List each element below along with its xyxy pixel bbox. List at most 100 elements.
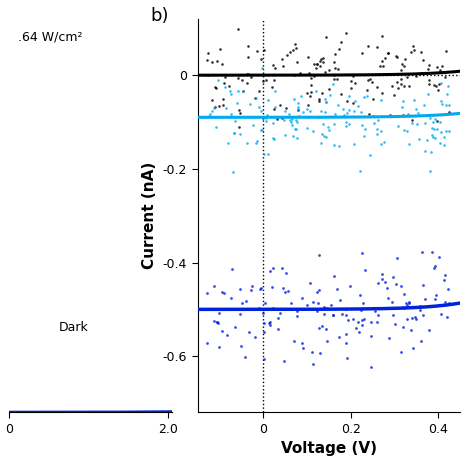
Point <box>319 58 327 65</box>
Point <box>280 62 287 70</box>
Point <box>274 325 282 332</box>
Point <box>270 62 277 69</box>
Point <box>444 91 451 98</box>
Point <box>287 118 294 126</box>
Point <box>234 305 241 313</box>
Point <box>315 95 322 103</box>
Point <box>318 322 326 330</box>
Point <box>391 320 398 328</box>
Point <box>330 141 338 149</box>
Point <box>378 32 386 39</box>
Point <box>421 147 429 155</box>
Point <box>294 99 302 107</box>
Point <box>399 112 407 119</box>
Point <box>318 90 326 97</box>
Point <box>404 110 411 118</box>
Point <box>274 314 282 322</box>
Point <box>285 110 293 118</box>
Point <box>377 96 384 104</box>
Point <box>401 304 408 311</box>
Point <box>443 313 451 321</box>
Point <box>386 111 394 118</box>
Point <box>287 48 294 56</box>
Point <box>441 299 448 306</box>
Point <box>361 125 368 133</box>
Point <box>367 318 375 325</box>
Point <box>355 328 363 335</box>
Point <box>342 330 349 338</box>
Point <box>326 91 334 99</box>
Point <box>227 294 235 301</box>
Point <box>428 131 436 138</box>
Point <box>405 299 412 307</box>
Point <box>414 109 421 117</box>
Point <box>363 92 371 100</box>
Point <box>269 264 277 272</box>
Point <box>354 319 362 326</box>
Point <box>392 53 400 60</box>
Point <box>316 57 323 64</box>
Point <box>283 269 290 277</box>
Point <box>346 283 354 290</box>
Point <box>283 51 291 59</box>
Point <box>390 311 397 319</box>
Point <box>335 334 343 341</box>
Point <box>398 103 406 111</box>
Point <box>260 355 268 363</box>
Point <box>207 110 214 118</box>
Point <box>266 321 273 328</box>
Point <box>407 326 415 333</box>
Point <box>209 97 216 104</box>
Point <box>233 99 241 107</box>
Point <box>292 117 300 124</box>
Point <box>251 94 258 101</box>
Point <box>325 85 333 93</box>
Point <box>329 311 337 319</box>
Point <box>214 57 221 64</box>
Point <box>297 92 305 100</box>
Point <box>235 71 243 79</box>
Point <box>203 339 210 346</box>
Point <box>408 48 415 56</box>
Point <box>403 301 410 309</box>
Point <box>419 311 427 319</box>
Point <box>403 127 411 135</box>
Point <box>430 81 438 89</box>
Point <box>265 319 273 327</box>
Point <box>445 101 452 109</box>
Point <box>342 339 350 347</box>
Point <box>374 130 381 137</box>
Point <box>214 319 221 327</box>
Point <box>321 109 329 116</box>
Point <box>378 275 386 283</box>
Point <box>343 29 350 37</box>
Point <box>309 361 317 368</box>
Point <box>435 253 443 261</box>
Point <box>337 90 345 97</box>
Point <box>291 40 299 47</box>
Point <box>349 99 357 107</box>
Point <box>210 318 218 325</box>
Point <box>379 57 386 64</box>
Point <box>260 328 267 336</box>
Point <box>441 272 448 279</box>
Point <box>220 80 228 87</box>
Point <box>438 128 445 136</box>
Point <box>237 342 245 350</box>
Point <box>384 50 392 57</box>
Point <box>339 105 346 112</box>
Point <box>322 325 330 332</box>
Point <box>312 64 320 72</box>
Point <box>444 285 452 292</box>
Point <box>259 309 266 317</box>
Point <box>289 116 296 123</box>
Point <box>219 289 226 296</box>
Point <box>400 290 408 298</box>
Point <box>347 77 355 84</box>
Point <box>437 66 444 74</box>
Point <box>235 106 243 113</box>
Point <box>216 102 223 110</box>
Point <box>293 312 301 320</box>
Point <box>373 319 381 326</box>
Point <box>397 348 405 356</box>
